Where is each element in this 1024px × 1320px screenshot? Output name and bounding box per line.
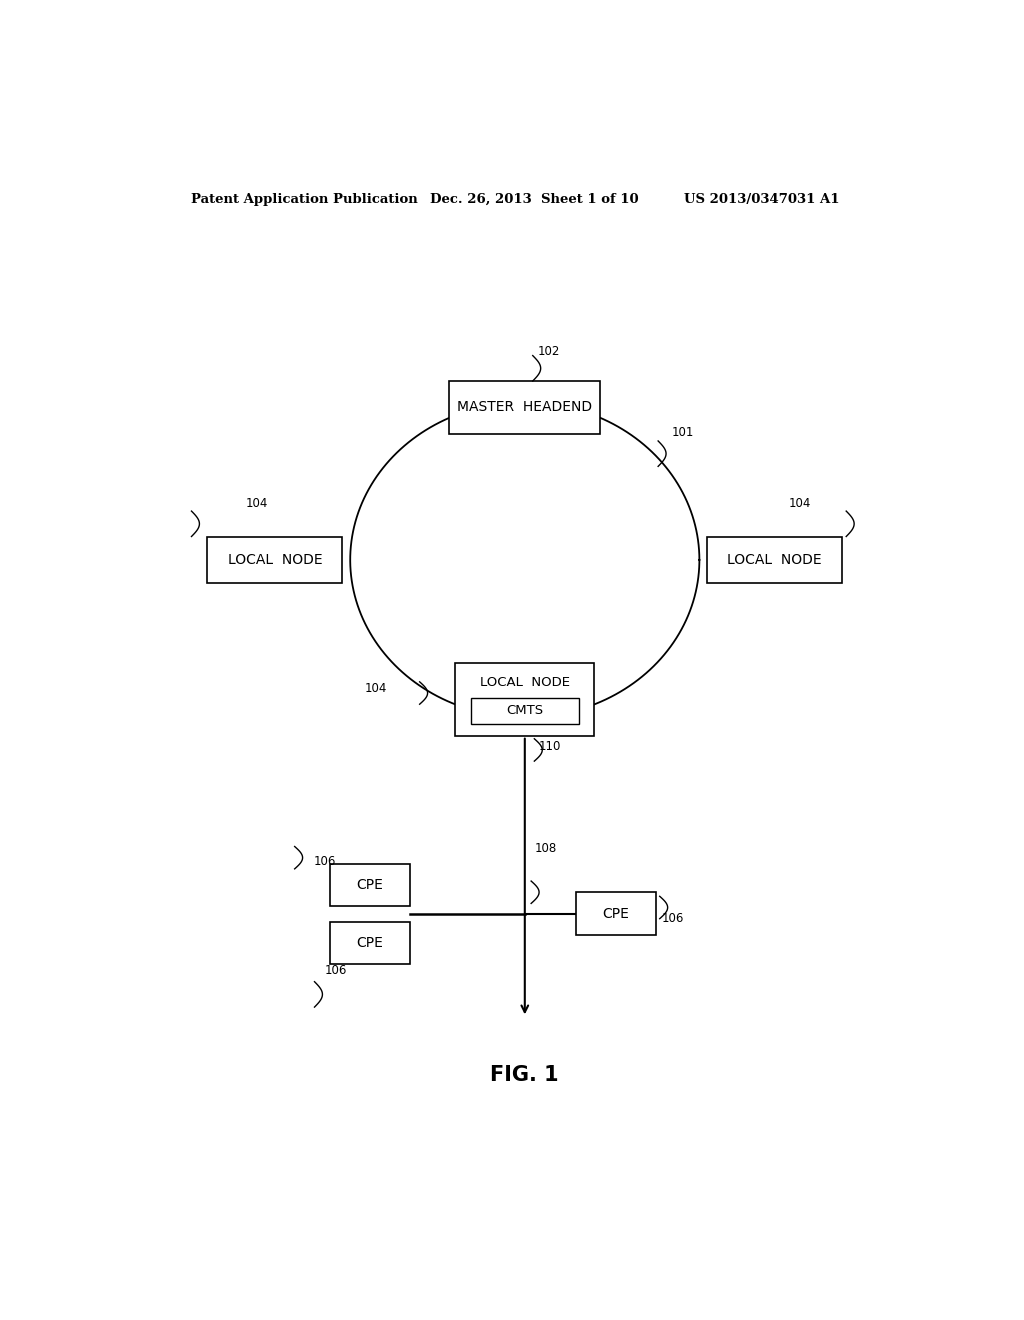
Text: 108: 108: [535, 842, 557, 854]
Text: CPE: CPE: [603, 907, 630, 920]
Bar: [708, 536, 842, 583]
Text: 110: 110: [539, 741, 561, 752]
Text: 104: 104: [365, 682, 387, 696]
Bar: [456, 663, 594, 735]
Text: 104: 104: [246, 498, 268, 510]
Text: CPE: CPE: [356, 878, 383, 892]
Text: 106: 106: [313, 855, 336, 867]
Bar: [331, 863, 410, 907]
Text: 106: 106: [662, 912, 684, 925]
Text: 101: 101: [672, 426, 694, 440]
Text: LOCAL  NODE: LOCAL NODE: [480, 676, 569, 689]
Text: CMTS: CMTS: [506, 705, 544, 717]
Text: Dec. 26, 2013  Sheet 1 of 10: Dec. 26, 2013 Sheet 1 of 10: [430, 193, 638, 206]
Text: Patent Application Publication: Patent Application Publication: [191, 193, 418, 206]
Text: 106: 106: [325, 964, 347, 977]
Bar: [207, 536, 342, 583]
Bar: [331, 921, 410, 965]
Text: 104: 104: [790, 498, 811, 510]
Text: 102: 102: [538, 345, 560, 358]
Bar: [577, 892, 655, 935]
Text: LOCAL  NODE: LOCAL NODE: [227, 553, 323, 566]
Text: LOCAL  NODE: LOCAL NODE: [727, 553, 822, 566]
Text: CPE: CPE: [356, 936, 383, 950]
Bar: [450, 381, 600, 434]
Text: FIG. 1: FIG. 1: [490, 1065, 559, 1085]
Bar: [471, 698, 579, 723]
Text: MASTER  HEADEND: MASTER HEADEND: [458, 400, 592, 414]
Text: US 2013/0347031 A1: US 2013/0347031 A1: [684, 193, 839, 206]
